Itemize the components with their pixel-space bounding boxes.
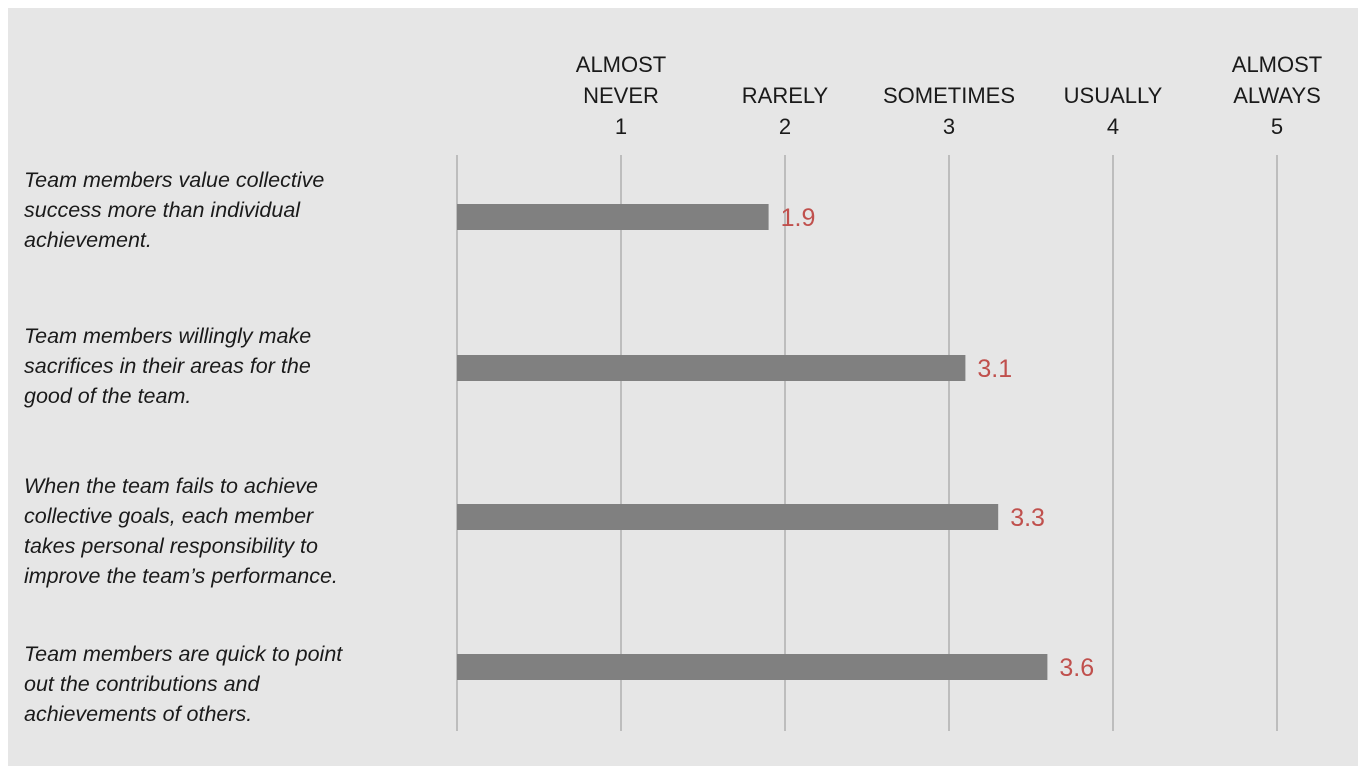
statement-2-line-1: Team members willingly make [24,324,311,348]
statement-4-line-3: achievements of others. [24,702,252,726]
value-label-2: 3.1 [977,355,1012,383]
scale-header-3-line-2: 3 [943,114,955,139]
scale-header-5-line-2: ALWAYS [1233,83,1321,108]
statement-1-line-1: Team members value collective [24,168,324,192]
scale-header-4-line-2: 4 [1107,114,1119,139]
statement-4-line-2: out the contributions and [24,672,261,696]
statement-3-line-1: When the team fails to achieve [24,474,318,498]
statement-3-line-2: collective goals, each member [24,504,314,528]
scale-header-4-line-1: USUALLY [1064,83,1163,108]
scale-header-5-line-1: ALMOST [1232,52,1322,77]
bar-4 [457,654,1048,680]
scale-header-1-line-2: NEVER [583,83,659,108]
scale-header-2-line-1: RARELY [742,83,829,108]
scale-header-1-line-3: 1 [615,114,627,139]
scale-header-2-line-2: 2 [779,114,791,139]
value-label-3: 3.3 [1010,504,1045,532]
chart-panel [8,8,1358,766]
statement-4-line-1: Team members are quick to point [24,642,343,666]
statement-1-line-2: success more than individual [24,198,301,222]
value-label-1: 1.9 [781,204,816,232]
statement-3-line-3: takes personal responsibility to [24,534,318,558]
scale-header-5-line-3: 5 [1271,114,1283,139]
scale-header-3-line-1: SOMETIMES [883,83,1015,108]
bar-2 [457,355,966,381]
bar-1 [457,204,769,230]
statement-2-line-3: good of the team. [24,384,191,408]
statement-2-line-2: sacrifices in their areas for the [24,354,311,378]
bar-3 [457,504,999,530]
value-label-4: 3.6 [1059,654,1094,682]
scale-header-1-line-1: ALMOST [576,52,666,77]
statement-1-line-3: achievement. [24,228,152,252]
statement-3-line-4: improve the team’s performance. [24,564,338,588]
